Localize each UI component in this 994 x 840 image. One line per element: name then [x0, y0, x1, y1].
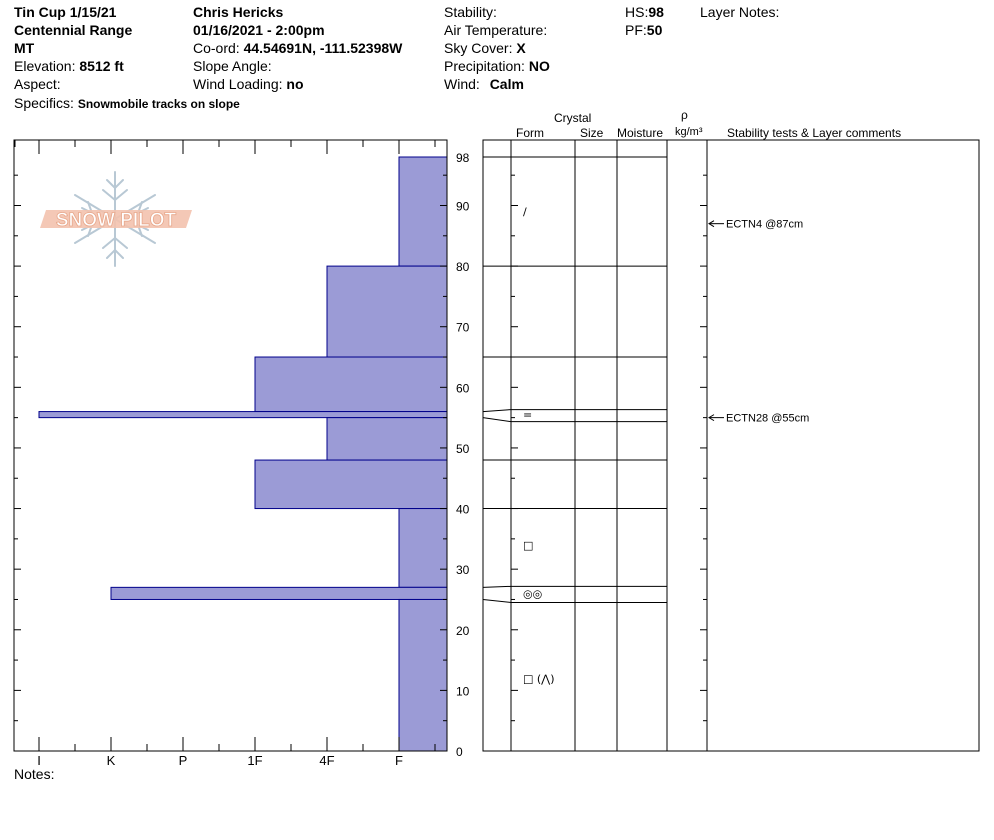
hardness-label-I: I [37, 753, 41, 768]
moisture-header: Moisture [617, 126, 664, 140]
coord-row: Co-ord: 44.54691N, -111.52398W [193, 40, 402, 56]
hardness-bar-2 [254, 356, 448, 413]
density-unit-header: kg/m³ [675, 126, 703, 138]
size-header: Size [580, 126, 604, 140]
observation-datetime: 01/16/2021 - 2:00pm [193, 22, 325, 38]
hardness-bar-1 [326, 265, 448, 358]
hs-row: HS:98 [625, 4, 664, 20]
specifics-row: Specifics: Snowmobile tracks on slope [14, 95, 240, 112]
depth-label-50: 50 [456, 442, 470, 456]
wind-row: Wind: Calm [444, 76, 524, 92]
depth-label-30: 30 [456, 563, 470, 577]
hardness-bar-5 [254, 459, 448, 510]
hs-label: HS: [625, 4, 649, 20]
layer-boundary-55 [482, 417, 667, 423]
hardness-bar-7 [110, 586, 448, 600]
hardness-label-1F: 1F [247, 753, 262, 768]
snowpilot-logo: SNOW PILOT [40, 171, 192, 267]
hardness-bar-0 [398, 156, 448, 267]
sky-cover-value: X [516, 40, 526, 56]
layer-boundary-56 [482, 409, 667, 413]
sky-cover-row: Sky Cover: X [444, 40, 526, 56]
state-name: MT [14, 40, 35, 56]
wind-loading-value: no [286, 76, 304, 92]
crystal-form-symbol-0: / [523, 206, 527, 219]
hardness-bar-6 [398, 508, 448, 588]
wind-loading-row: Wind Loading: no [193, 76, 304, 92]
pf-label: PF: [625, 22, 647, 38]
sky-cover-label: Sky Cover: [444, 40, 513, 56]
pf-row: PF:50 [625, 22, 662, 38]
specifics-value: Snowmobile tracks on slope [77, 97, 240, 111]
stability-label: Stability: [444, 4, 497, 20]
precipitation-label: Precipitation: [444, 58, 525, 74]
hardness-bar-3 [38, 411, 448, 419]
precipitation-value: NO [528, 58, 550, 74]
crystal-table-frame [482, 139, 980, 752]
precipitation-row: Precipitation: NO [444, 58, 550, 74]
crystal-form-symbol-1: = [523, 409, 532, 422]
stability-arrowhead-1 [708, 414, 715, 422]
layer-boundary-25 [482, 598, 667, 603]
air-temp-label: Air Temperature: [444, 22, 548, 38]
layer-boundary-27 [482, 585, 667, 588]
hardness-label-P: P [179, 753, 188, 768]
site-name: Tin Cup 1/15/21 [14, 4, 117, 20]
elevation-value: 8512 ft [79, 58, 124, 74]
crystal-header: Crystal [554, 111, 592, 125]
density-rho-header: ρ [681, 108, 688, 122]
wind-value: Calm [489, 76, 524, 92]
crystal-form-symbol-3: ◎◎ [523, 587, 542, 600]
hardness-label-K: K [107, 753, 116, 768]
pf-value: 50 [646, 22, 663, 38]
aspect-label: Aspect: [14, 76, 61, 92]
logo-text: SNOW PILOT [56, 210, 177, 231]
range-name: Centennial Range [14, 22, 133, 38]
stability-test-label-0: ECTN4 @87cm [726, 219, 803, 231]
depth-label-60: 60 [456, 381, 470, 395]
depth-label-20: 20 [456, 624, 470, 638]
hardness-label-F: F [395, 753, 403, 768]
stability-test-label-1: ECTN28 @55cm [726, 413, 809, 425]
slope-angle-label: Slope Angle: [193, 58, 272, 74]
wind-loading-label: Wind Loading: [193, 76, 283, 92]
depth-label-90: 90 [456, 199, 470, 213]
form-header: Form [516, 126, 544, 140]
coord-label: Co-ord: [193, 40, 240, 56]
notes-label: Notes: [14, 766, 55, 782]
elevation-label: Elevation: [14, 58, 76, 74]
wind-label: Wind: [444, 76, 480, 92]
hardness-bar-8 [398, 598, 448, 752]
hardness-bar-4 [326, 417, 448, 461]
depth-label-0: 0 [456, 745, 463, 759]
depth-label-98: 98 [456, 151, 470, 165]
crystal-form-symbol-2: □ [523, 539, 533, 552]
depth-label-10: 10 [456, 684, 470, 698]
hardness-chart-frame [13, 139, 448, 752]
depth-label-70: 70 [456, 321, 470, 335]
hs-value: 98 [648, 4, 664, 20]
stability-header: Stability tests & Layer comments [727, 126, 902, 140]
crystal-form-symbol-4: □ (⋀) [523, 672, 555, 685]
logo-banner [40, 210, 192, 228]
hardness-label-4F: 4F [319, 753, 334, 768]
depth-label-40: 40 [456, 503, 470, 517]
depth-label-80: 80 [456, 260, 470, 274]
elevation-row: Elevation: 8512 ft [14, 58, 124, 74]
coord-value: 44.54691N, -111.52398W [243, 40, 403, 56]
observer-name: Chris Hericks [193, 4, 284, 20]
layer-notes-label: Layer Notes: [700, 4, 780, 20]
stability-arrowhead-0 [708, 220, 715, 228]
specifics-label: Specifics: [14, 95, 74, 111]
